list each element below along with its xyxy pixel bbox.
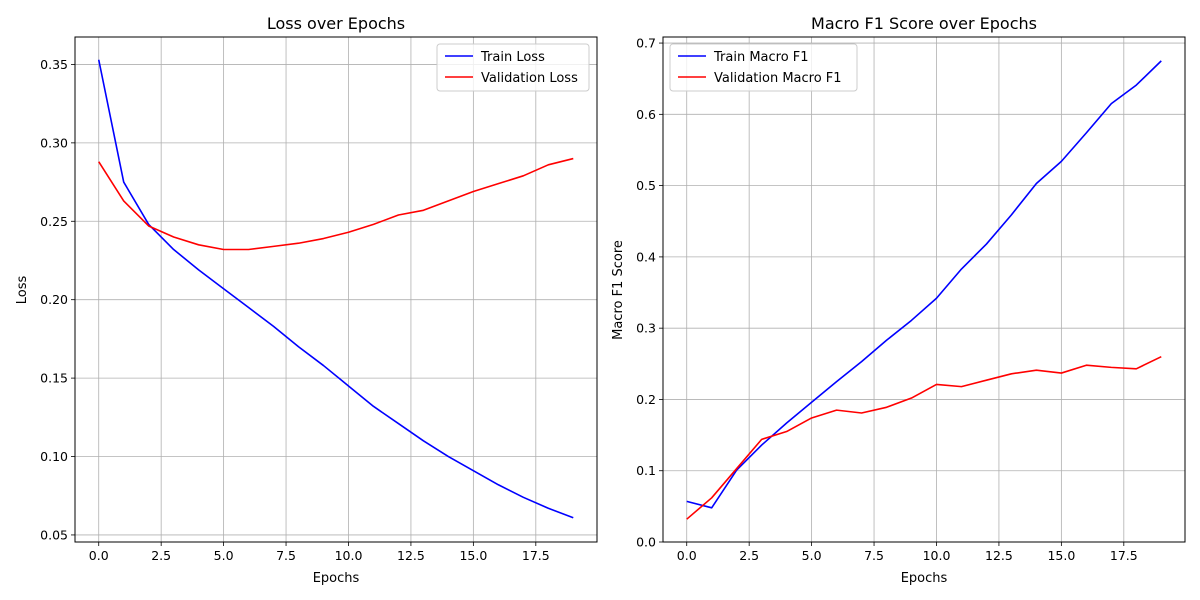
y-tick-label: 0.7	[636, 36, 656, 51]
y-tick-label: 0.1	[636, 463, 656, 478]
legend-box	[669, 43, 858, 92]
legend: Train Loss Validation Loss	[436, 43, 590, 92]
plot-frame	[74, 36, 598, 543]
loss-chart: Loss over Epochs Epochs Loss 0.0 2.5 5.0 7.…	[15, 14, 598, 586]
chart-title: Loss over Epochs	[267, 14, 405, 33]
y-tick-label: 0.15	[40, 371, 68, 386]
x-tick-label: 17.5	[522, 548, 550, 563]
series-line-validation-loss	[98, 157, 574, 251]
x-axis-title: Epochs	[901, 571, 948, 586]
y-tick-label: 0.2	[636, 392, 656, 407]
y-tick-label: 0.25	[40, 214, 68, 229]
y-tick-label: 0.35	[40, 57, 68, 72]
plot-frame	[662, 36, 1186, 543]
x-tick-label: 2.5	[739, 548, 759, 563]
legend-label-validation-macro-f1: Validation Macro F1	[714, 71, 842, 86]
y-tick-label: 0.10	[40, 449, 68, 464]
x-tick-label: 10.0	[335, 548, 363, 563]
x-tick-label: 5.0	[214, 548, 234, 563]
x-tick-label: 5.0	[802, 548, 822, 563]
series-lines	[686, 60, 1162, 520]
x-tick-label: 7.5	[864, 548, 884, 563]
y-tick-label: 0.20	[40, 292, 68, 307]
y-tick-label: 0.05	[40, 527, 68, 542]
series-line-validation-macro-f1	[686, 355, 1162, 520]
x-tick-label: 15.0	[459, 548, 487, 563]
tick-marks: 0.0 2.5 5.0 7.5 10.0 12.5 15.0 17.5 0.0 0.1 0.2 0.3…	[636, 36, 1138, 563]
chart-title: Macro F1 Score over Epochs	[811, 14, 1037, 33]
x-tick-label: 7.5	[276, 548, 296, 563]
y-tick-label: 0.6	[636, 107, 656, 122]
legend: Train Macro F1 Validation Macro F1	[669, 43, 858, 92]
x-tick-label: 15.0	[1047, 548, 1075, 563]
x-tick-label: 17.5	[1110, 548, 1138, 563]
legend-label-train-loss: Train Loss	[480, 50, 545, 65]
x-tick-label: 0.0	[89, 548, 109, 563]
y-tick-label: 0.3	[636, 321, 656, 336]
x-tick-label: 0.0	[677, 548, 697, 563]
x-tick-label: 2.5	[151, 548, 171, 563]
grid-lines	[663, 37, 1185, 543]
y-axis-title: Loss	[15, 276, 30, 305]
y-tick-label: 0.5	[636, 178, 656, 193]
legend-label-train-macro-f1: Train Macro F1	[713, 50, 809, 65]
series-lines	[97, 59, 574, 519]
x-axis-title: Epochs	[313, 571, 360, 586]
tick-marks: 0.0 2.5 5.0 7.5 10.0 12.5 15.0 17.5 0.05 0.10 0.15…	[40, 57, 550, 563]
legend-box	[436, 43, 590, 92]
x-tick-label: 10.0	[923, 548, 951, 563]
y-tick-label: 0.0	[636, 535, 656, 550]
y-axis-title: Macro F1 Score	[611, 240, 626, 340]
y-tick-label: 0.4	[636, 249, 656, 264]
y-tick-label: 0.30	[40, 135, 68, 150]
series-line-train-loss	[97, 59, 574, 519]
x-tick-label: 12.5	[985, 548, 1013, 563]
macro-f1-chart: Macro F1 Score over Epochs Epochs Macro …	[611, 14, 1186, 586]
legend-label-validation-loss: Validation Loss	[481, 71, 578, 86]
series-line-train-macro-f1	[686, 60, 1162, 509]
x-tick-label: 12.5	[397, 548, 425, 563]
